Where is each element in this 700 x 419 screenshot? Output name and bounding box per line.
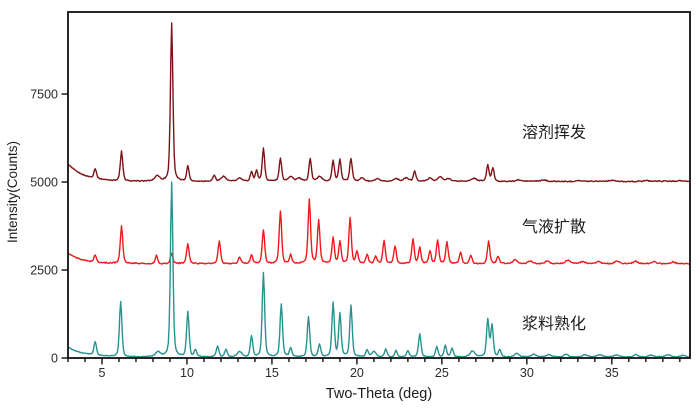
y-tick-label: 0	[51, 352, 58, 366]
y-tick-label: 2500	[30, 264, 58, 278]
series-label-1: 溶剂挥发	[522, 124, 586, 142]
x-tick-label: 15	[265, 366, 279, 380]
y-tick-label: 7500	[30, 88, 58, 102]
x-tick-label: 20	[350, 366, 364, 380]
y-axis-title: Intensity(Counts)	[5, 141, 20, 243]
trace-3-series	[68, 181, 690, 358]
trace-2-series	[68, 198, 690, 265]
x-tick-label: 30	[520, 366, 534, 380]
x-tick-label: 25	[435, 366, 449, 380]
series-label-2: 气液扩散	[522, 218, 586, 236]
series-label-3: 浆料熟化	[522, 315, 586, 333]
trace-1-series	[68, 22, 690, 183]
x-axis-ticks	[67, 358, 681, 365]
plot-border	[67, 11, 691, 359]
x-tick-label: 35	[605, 366, 619, 380]
x-tick-label: 5	[99, 366, 106, 380]
x-tick-label: 10	[180, 366, 194, 380]
y-axis-ticks	[61, 93, 68, 359]
x-axis-title: Two-Theta (deg)	[326, 386, 432, 402]
y-tick-label: 5000	[30, 176, 58, 190]
